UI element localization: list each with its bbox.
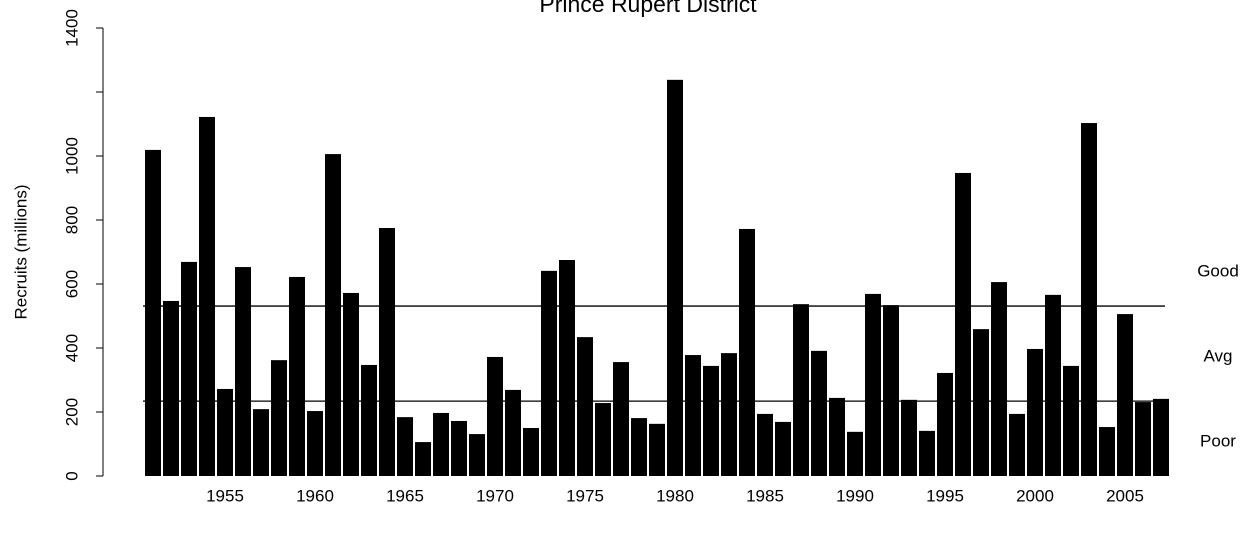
bar bbox=[919, 430, 935, 476]
bar bbox=[793, 304, 809, 476]
bar bbox=[469, 434, 485, 476]
annotation: Avg bbox=[1204, 346, 1233, 365]
y-axis-label: Recruits (millions) bbox=[11, 184, 30, 319]
bar bbox=[1027, 348, 1043, 476]
bar bbox=[613, 362, 629, 476]
bar bbox=[1009, 413, 1025, 476]
x-tick-label: 2000 bbox=[1016, 486, 1054, 505]
bar bbox=[721, 353, 737, 476]
x-tick-label: 1980 bbox=[656, 486, 694, 505]
bar bbox=[1063, 365, 1079, 476]
bar bbox=[343, 292, 359, 476]
bar bbox=[973, 329, 989, 476]
bar bbox=[451, 420, 467, 476]
bar bbox=[361, 364, 377, 476]
x-tick-label: 1965 bbox=[386, 486, 424, 505]
bar bbox=[235, 267, 251, 476]
bar bbox=[145, 149, 161, 477]
bar bbox=[667, 79, 683, 476]
x-tick-label: 2005 bbox=[1106, 486, 1144, 505]
bar bbox=[1045, 294, 1061, 476]
bar bbox=[649, 423, 665, 476]
bar bbox=[523, 428, 539, 476]
bar bbox=[1153, 398, 1169, 476]
bar bbox=[1117, 314, 1133, 476]
bar bbox=[685, 355, 701, 476]
bar bbox=[541, 270, 557, 476]
chart-title: Prince Rupert District bbox=[539, 0, 757, 17]
y-tick-label: 1400 bbox=[62, 9, 81, 47]
x-tick-label: 1970 bbox=[476, 486, 514, 505]
bar bbox=[253, 409, 269, 476]
bar bbox=[433, 412, 449, 476]
x-tick-label: 1960 bbox=[296, 486, 334, 505]
bar bbox=[739, 228, 755, 476]
bar bbox=[1081, 123, 1097, 476]
bar bbox=[883, 305, 899, 476]
y-tick-label: 400 bbox=[62, 334, 81, 362]
bar bbox=[1099, 427, 1115, 476]
y-tick-label: 800 bbox=[62, 206, 81, 234]
bar bbox=[271, 360, 287, 476]
bar bbox=[775, 421, 791, 476]
x-tick-label: 1995 bbox=[926, 486, 964, 505]
bar bbox=[631, 418, 647, 476]
bar bbox=[325, 154, 341, 476]
y-tick-label: 0 bbox=[62, 471, 81, 480]
bar bbox=[379, 228, 395, 476]
bar bbox=[937, 372, 953, 476]
bar bbox=[289, 276, 305, 476]
annotation: Good bbox=[1197, 261, 1239, 280]
x-tick-label: 1990 bbox=[836, 486, 874, 505]
bar bbox=[847, 431, 863, 476]
annotation: Poor bbox=[1200, 431, 1236, 450]
bar bbox=[757, 413, 773, 476]
bar bbox=[487, 356, 503, 476]
bar bbox=[577, 337, 593, 476]
bar bbox=[595, 403, 611, 476]
bar bbox=[955, 172, 971, 476]
bar bbox=[163, 300, 179, 476]
bar bbox=[199, 116, 215, 477]
x-tick-label: 1975 bbox=[566, 486, 604, 505]
x-tick-label: 1955 bbox=[206, 486, 244, 505]
bar bbox=[703, 365, 719, 476]
bar bbox=[415, 442, 431, 476]
bar bbox=[811, 350, 827, 476]
bar bbox=[1135, 402, 1151, 476]
y-tick-label: 600 bbox=[62, 270, 81, 298]
bar bbox=[397, 417, 413, 476]
bar bbox=[559, 260, 575, 476]
y-tick-label: 1000 bbox=[62, 137, 81, 175]
bar bbox=[217, 388, 233, 476]
y-tick-label: 200 bbox=[62, 398, 81, 426]
bar bbox=[991, 282, 1007, 476]
bar bbox=[307, 411, 323, 476]
x-tick-label: 1985 bbox=[746, 486, 784, 505]
bar bbox=[505, 389, 521, 476]
bar bbox=[865, 293, 881, 476]
bar bbox=[901, 399, 917, 476]
bar bbox=[181, 261, 197, 476]
bar bbox=[829, 397, 845, 476]
